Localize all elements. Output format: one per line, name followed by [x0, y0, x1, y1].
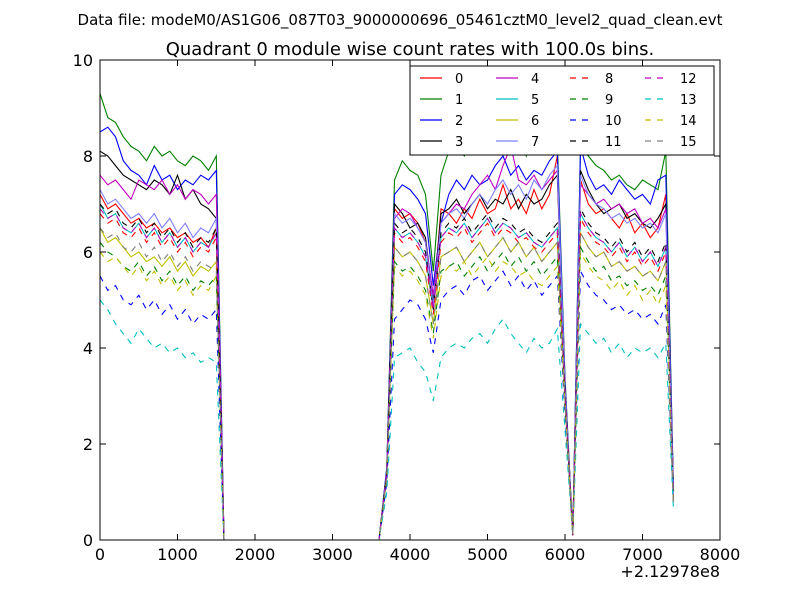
legend-label: 10 [605, 114, 622, 129]
legend-label: 14 [680, 114, 697, 129]
y-tick-label: 10 [73, 51, 93, 70]
legend-label: 7 [531, 135, 539, 150]
legend-label: 11 [605, 135, 622, 150]
y-tick-label: 4 [83, 339, 93, 358]
y-tick-label: 2 [83, 435, 93, 454]
legend-entry-6: 6 [496, 114, 539, 129]
legend-label: 2 [455, 114, 463, 129]
legend-label: 4 [531, 72, 539, 87]
legend-entry-5: 5 [496, 93, 539, 108]
x-tick-label: 3000 [312, 545, 353, 564]
chart-title: Quadrant 0 module wise count rates with … [166, 39, 655, 60]
legend-label: 12 [680, 72, 697, 87]
series-line-11 [99, 203, 675, 541]
legend-label: 6 [531, 114, 539, 129]
x-tick-label: 6000 [545, 545, 586, 564]
legend-label: 5 [531, 93, 539, 108]
legend-label: 13 [680, 93, 697, 108]
legend-entry-10: 10 [570, 114, 622, 129]
series-line-10 [99, 269, 675, 541]
series-line-15 [99, 227, 675, 541]
legend-label: 3 [455, 135, 463, 150]
legend-entry-12: 12 [645, 72, 697, 87]
legend-entry-0: 0 [420, 72, 463, 87]
x-tick-label: 5000 [467, 545, 508, 564]
legend-label: 9 [605, 93, 613, 108]
x-tick-label: 8000 [700, 545, 741, 564]
series-line-12 [99, 208, 675, 541]
x-tick-label: 7000 [622, 545, 663, 564]
x-offset-label: +2.12978e8 [620, 562, 720, 581]
legend-label: 0 [455, 72, 463, 87]
series-line-14 [99, 249, 675, 541]
legend-entry-2: 2 [420, 114, 463, 129]
series-line-5 [99, 203, 675, 541]
legend-label: 1 [455, 93, 463, 108]
legend-entry-4: 4 [496, 72, 539, 87]
legend-frame [409, 65, 715, 156]
legend-entry-15: 15 [645, 135, 697, 150]
legend-entry-8: 8 [570, 72, 613, 87]
legend-entry-7: 7 [496, 135, 539, 150]
series-layer [99, 93, 675, 541]
legend-entry-11: 11 [570, 135, 622, 150]
x-tick-label: 2000 [235, 545, 276, 564]
legend-entry-3: 3 [420, 135, 463, 150]
legend-entry-1: 1 [420, 93, 463, 108]
y-tick-label: 0 [83, 531, 93, 550]
series-line-9 [99, 242, 675, 541]
x-tick-label: 0 [95, 545, 105, 564]
y-tick-label: 6 [83, 243, 93, 262]
legend-entry-14: 14 [645, 114, 697, 129]
legend-label: 15 [680, 135, 697, 150]
y-tick-label: 8 [83, 147, 93, 166]
legend-entry-9: 9 [570, 93, 613, 108]
legend-label: 8 [605, 72, 613, 87]
suptitle: Data file: modeM0/AS1G06_087T03_90000006… [78, 11, 723, 30]
x-tick-label: 1000 [157, 545, 198, 564]
series-line-13 [99, 299, 675, 541]
x-tick-label: 4000 [390, 545, 431, 564]
legend-entry-13: 13 [645, 93, 697, 108]
